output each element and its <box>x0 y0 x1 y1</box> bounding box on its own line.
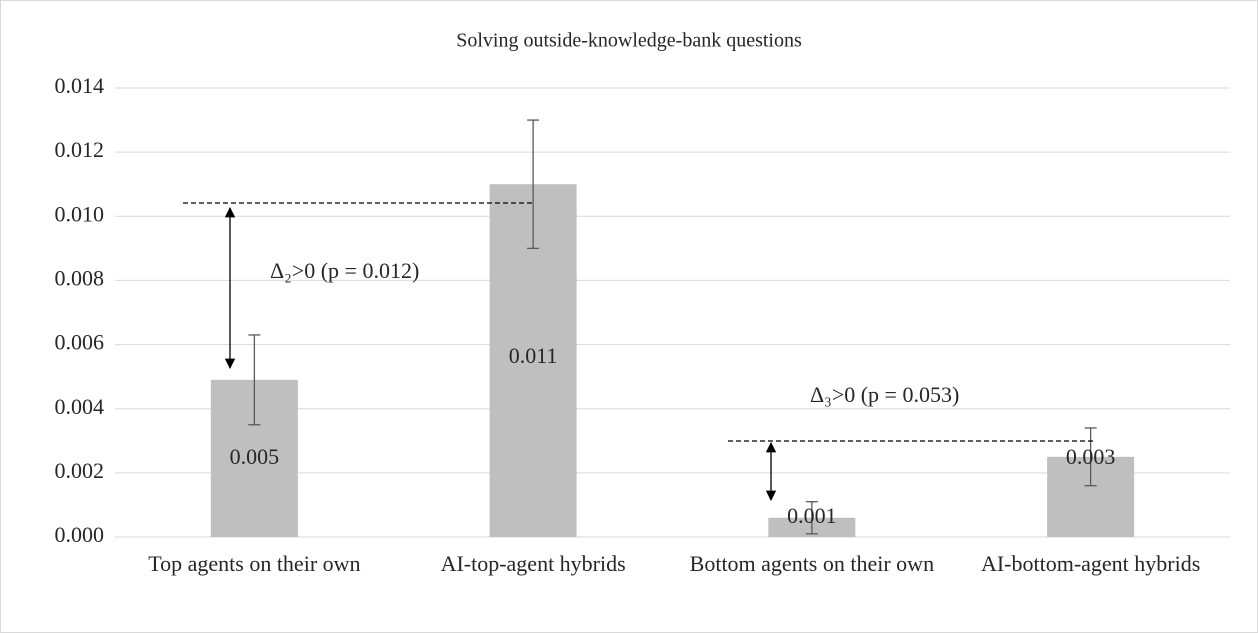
x-tick-label-box: Bottom agents on their own <box>689 551 935 576</box>
annotation: Δ₂>0 (p = 0.012) <box>270 258 419 283</box>
y-tick-label: 0.000 <box>55 522 105 547</box>
x-tick-label: AI-top-agent hybrids <box>440 551 626 576</box>
x-tick-label-box: Top agents on their own <box>148 551 361 576</box>
x-tick-label: Top agents on their own <box>148 551 361 576</box>
y-tick-label: 0.014 <box>55 73 105 98</box>
y-tick-label: 0.006 <box>55 330 105 355</box>
value-label: 0.005 <box>230 444 280 469</box>
y-tick-label: 0.008 <box>55 265 105 290</box>
y-tick-label: 0.004 <box>55 394 105 419</box>
error-bar <box>1084 427 1097 487</box>
value-label: 0.003 <box>1066 444 1116 469</box>
x-tick-label: AI-bottom-agent hybrids <box>980 551 1201 576</box>
y-tick-label: 0.012 <box>55 137 105 162</box>
x-tick-label-box: AI-bottom-agent hybrids <box>980 551 1201 576</box>
value-label: 0.011 <box>509 343 558 368</box>
error-bar <box>805 501 818 535</box>
error-bar <box>527 119 540 250</box>
y-tick-label: 0.010 <box>55 201 105 226</box>
value-label: 0.001 <box>787 503 837 528</box>
chart-title: Solving outside-knowledge-bank questions <box>456 30 802 52</box>
annotation: Δ₃>0 (p = 0.053) <box>810 382 959 407</box>
x-tick-label-box: AI-top-agent hybrids <box>440 551 626 576</box>
x-tick-label: Bottom agents on their own <box>689 551 935 576</box>
error-bar <box>248 334 261 426</box>
y-tick-label: 0.002 <box>55 458 105 483</box>
